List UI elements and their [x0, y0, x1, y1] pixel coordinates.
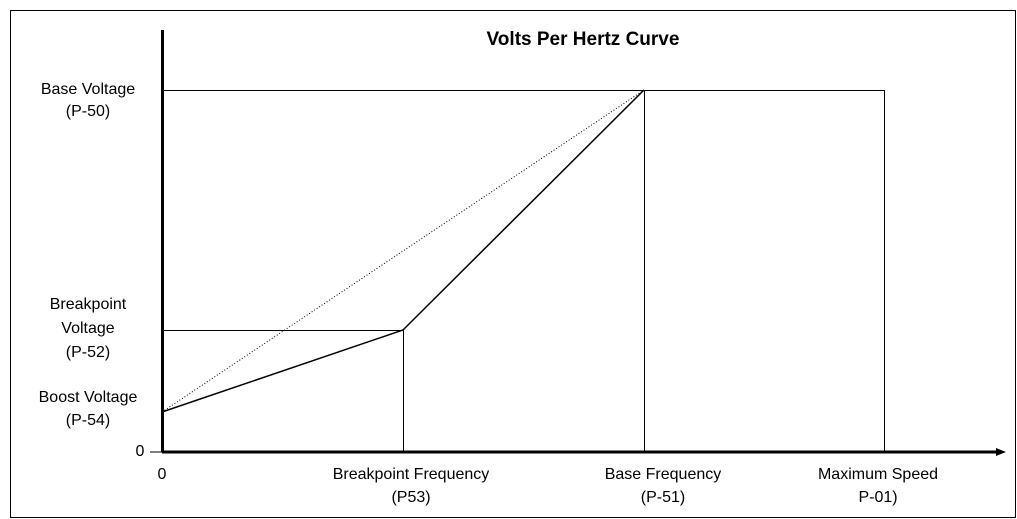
frame	[10, 10, 1016, 518]
x-label: Maximum Speed	[818, 466, 938, 483]
x-origin-label: 0	[158, 466, 167, 483]
x-label: Breakpoint Frequency	[333, 466, 490, 483]
linear-vf-line	[161, 89, 645, 413]
y-label: (P-50)	[66, 103, 110, 120]
x-label: P-01)	[858, 489, 897, 506]
vf-curve	[161, 89, 645, 413]
title: Volts Per Hertz Curve	[487, 29, 680, 50]
y-label: Base Voltage	[41, 81, 135, 98]
x-axis-arrow	[996, 448, 1006, 456]
x-label: Base Frequency	[605, 466, 722, 483]
y-label: (P-54)	[66, 412, 110, 429]
y-origin-label: 0	[136, 443, 145, 460]
y-label: (P-52)	[66, 344, 110, 361]
y-label: Breakpoint	[50, 296, 127, 313]
y-label: Boost Voltage	[39, 389, 138, 406]
x-label: (P53)	[391, 489, 430, 506]
y-label: Voltage	[61, 320, 114, 337]
x-label: (P-51)	[641, 489, 685, 506]
